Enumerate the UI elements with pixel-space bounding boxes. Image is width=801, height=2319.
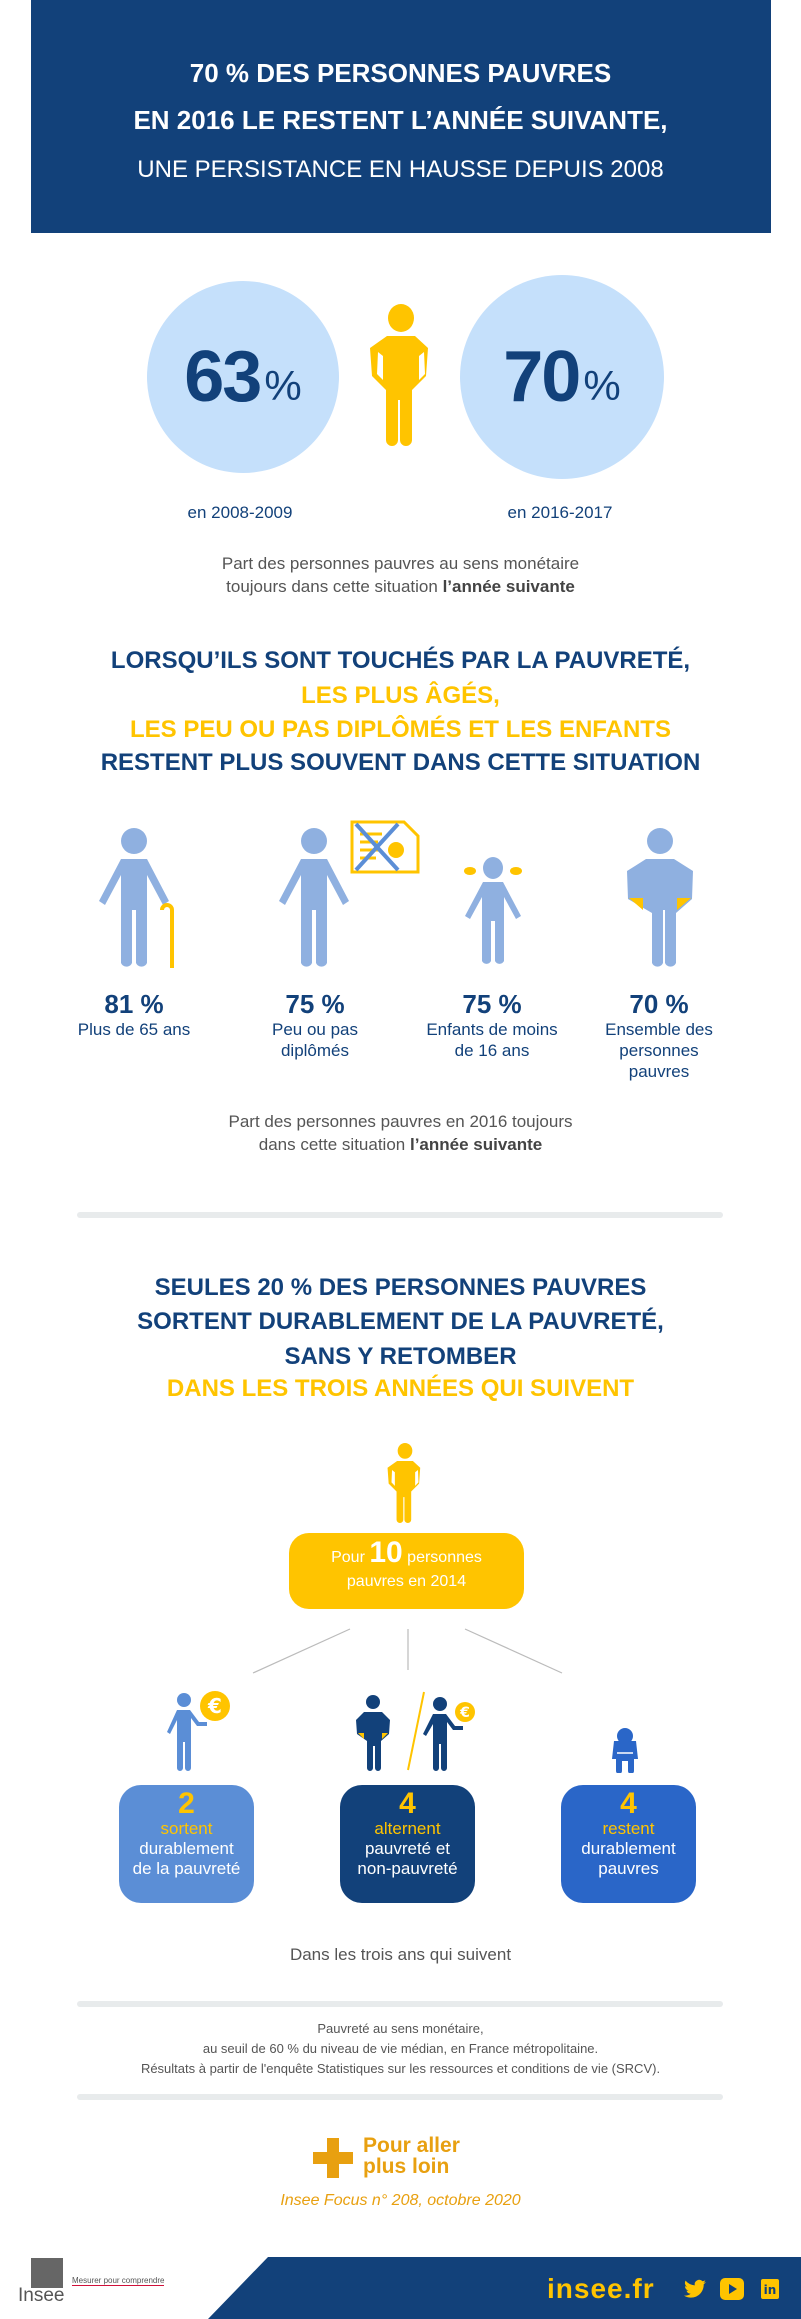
stat-value: 75 % xyxy=(462,989,522,1019)
outcome-box-alternate: 4 alternent pauvreté et non-pauvreté xyxy=(340,1785,475,1903)
svg-text:€: € xyxy=(207,1694,222,1718)
citation[interactable]: Insee Focus n° 208, octobre 2020 xyxy=(280,2192,521,2209)
section3-line-4: DANS LES TROIS ANNÉES QUI SUIVENT xyxy=(166,1375,635,1402)
caption-bold: l’année suivante xyxy=(409,1135,543,1154)
caption-line: Part des personnes pauvres au sens monét… xyxy=(221,554,580,573)
twitter-icon[interactable] xyxy=(684,2279,706,2299)
stat-value: 70 xyxy=(503,337,581,417)
stat-label: Peu ou pas diplômés xyxy=(271,1020,358,1060)
child-icon xyxy=(464,857,522,964)
root-text: pauvres en 2014 xyxy=(346,1573,467,1590)
outcome-verb: restent xyxy=(602,1819,655,1838)
title-line-2: EN 2016 LE RESTENT L’ANNÉE SUIVANTE, xyxy=(133,105,668,135)
stat-value: 81 % xyxy=(104,989,164,1019)
outcome-box-remain: 4 restent durablement pauvres xyxy=(561,1785,696,1903)
more-line: Pour aller xyxy=(363,2134,460,2157)
stat-label: Ensemble des personnes pauvres xyxy=(605,1020,713,1081)
outcome-verb: alternent xyxy=(374,1819,441,1838)
footnote: Dans les trois ans qui suivent xyxy=(289,1945,512,1964)
poor-person-icon xyxy=(627,828,693,967)
outcome-text: durablement xyxy=(581,1839,676,1858)
root-box: Pour 10 personnes pauvres en 2014 xyxy=(289,1533,524,1609)
stat-low-education: 75 % Peu ou pas diplômés xyxy=(240,989,390,1061)
caption-bold: l’année suivante xyxy=(442,577,575,596)
stat-unit: % xyxy=(264,362,302,409)
sad-person-icon xyxy=(612,1728,638,1773)
divider xyxy=(77,1212,723,1218)
outcome-text: pauvreté et xyxy=(364,1839,451,1858)
root-text: personnes xyxy=(407,1549,482,1566)
stat-value: 75 % xyxy=(285,989,345,1019)
divider xyxy=(77,2001,723,2007)
stat-value: 63 xyxy=(184,337,262,417)
linkedin-icon[interactable]: in xyxy=(761,2279,779,2299)
stat-value: 70 % xyxy=(629,989,689,1019)
stat-elderly: 81 % Plus de 65 ans xyxy=(49,989,219,1040)
insee-logo xyxy=(31,2258,63,2288)
outcome-number: 2 xyxy=(178,1787,195,1820)
outcome-text: durablement xyxy=(139,1839,234,1858)
caption-line: Part des personnes pauvres en 2016 toujo… xyxy=(228,1112,573,1131)
poor-person-icon xyxy=(370,304,428,446)
footer-band xyxy=(208,2257,801,2319)
poor-person-icon xyxy=(387,1443,421,1523)
title-line-1: 70 % DES PERSONNES PAUVRES xyxy=(189,58,612,88)
stat-circle-2008: 63% xyxy=(147,281,339,473)
section3-line-1: SEULES 20 % DES PERSONNES PAUVRES xyxy=(154,1274,647,1301)
stat-children: 75 % Enfants de moins de 16 ans xyxy=(407,989,577,1061)
note-line: Pauvreté au sens monétaire, xyxy=(317,2021,484,2036)
outcome-text: pauvres xyxy=(598,1859,659,1878)
subtitle: UNE PERSISTANCE EN HAUSSE DEPUIS 2008 xyxy=(137,156,664,183)
diploma-crossed-icon xyxy=(350,820,420,874)
note-line: au seuil de 60 % du niveau de vie médian… xyxy=(202,2041,599,2056)
label-2016: en 2016-2017 xyxy=(507,503,613,522)
root-text: Pour xyxy=(331,1549,365,1566)
outcome-number: 4 xyxy=(620,1787,637,1820)
section3-line-2: SORTENT DURABLEMENT DE LA PAUVRETÉ, xyxy=(137,1308,664,1335)
stat-label: Plus de 65 ans xyxy=(77,1020,191,1039)
label-2008: en 2008-2009 xyxy=(187,503,293,522)
logo-text: Insee xyxy=(18,2285,65,2306)
section2-line-2: LES PLUS ÂGÉS, xyxy=(301,682,500,709)
outcome-box-exit: 2 sortent durablement de la pauvreté xyxy=(119,1785,254,1903)
note-line: Résultats à partir de l'enquête Statisti… xyxy=(140,2061,661,2076)
stat-circle-2016: 70% xyxy=(460,275,664,479)
outcome-text: non-pauvreté xyxy=(357,1859,458,1878)
divider xyxy=(77,2094,723,2100)
alternating-person-icon: € xyxy=(356,1691,475,1771)
section2-line-1: LORSQU’ILS SONT TOUCHÉS PAR LA PAUVRETÉ, xyxy=(110,647,691,674)
person-with-euro-icon: € xyxy=(167,1691,230,1771)
caption-line: toujours dans cette situation xyxy=(226,577,443,596)
tagline: Mesurer pour comprendre xyxy=(72,2276,165,2286)
stat-label: Enfants de moins de 16 ans xyxy=(426,1020,558,1060)
root-number: 10 xyxy=(369,1536,403,1569)
section2-line-3: LES PEU OU PAS DIPLÔMÉS ET LES ENFANTS xyxy=(130,716,671,743)
caption-2: Part des personnes pauvres en 2016 toujo… xyxy=(0,1110,801,1156)
tree-connectors xyxy=(252,1628,563,1674)
more-line: plus loin xyxy=(363,2155,450,2178)
section2-line-4: RESTENT PLUS SOUVENT DANS CETTE SITUATIO… xyxy=(100,749,701,776)
plus-icon[interactable] xyxy=(313,2138,353,2178)
elderly-person-icon xyxy=(99,828,174,968)
site-link[interactable]: insee.fr xyxy=(547,2273,655,2304)
header-banner xyxy=(31,0,771,233)
stat-all: 70 % Ensemble des personnes pauvres xyxy=(584,989,734,1082)
person-icon xyxy=(279,828,349,967)
outcome-number: 4 xyxy=(399,1787,416,1820)
outcome-text: de la pauvreté xyxy=(132,1859,241,1878)
svg-text:in: in xyxy=(764,2283,777,2297)
more-link[interactable]: Pour aller plus loin xyxy=(363,2135,460,2177)
youtube-icon[interactable] xyxy=(720,2278,744,2300)
stat-unit: % xyxy=(583,362,621,409)
caption-1: Part des personnes pauvres au sens monét… xyxy=(0,552,801,598)
svg-text:€: € xyxy=(459,1705,470,1721)
outcome-verb: sortent xyxy=(160,1819,213,1838)
caption-line: dans cette situation xyxy=(258,1135,410,1154)
section3-line-3: SANS Y RETOMBER xyxy=(284,1343,517,1370)
